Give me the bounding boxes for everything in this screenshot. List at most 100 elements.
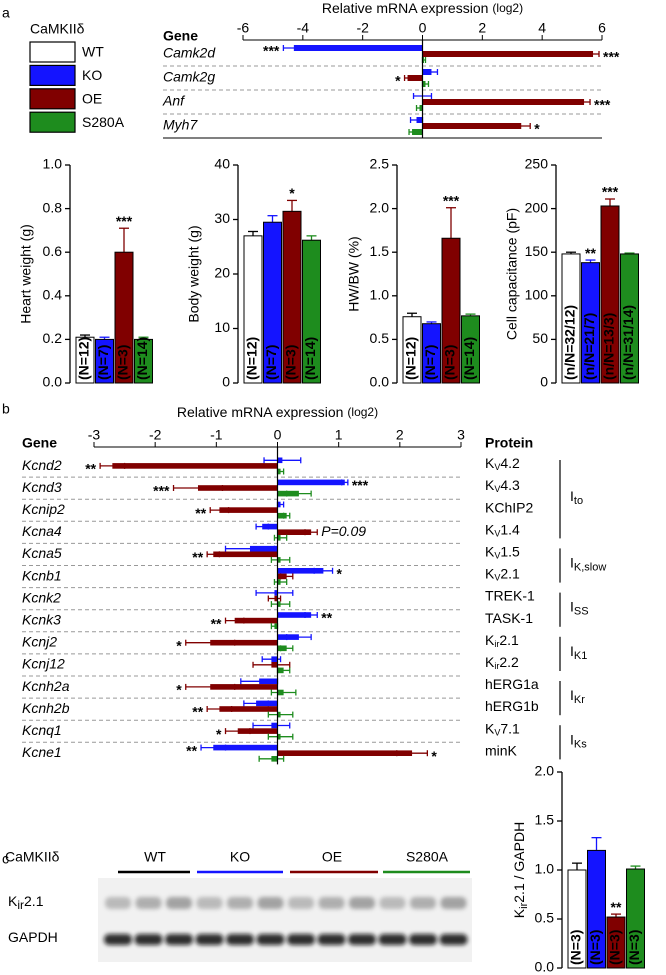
blot-band — [349, 897, 375, 909]
y-tick-label: 0.0 — [535, 959, 555, 975]
bar — [277, 529, 312, 535]
text-part: 2.1 — [499, 632, 519, 648]
lane-label: KO — [230, 849, 250, 865]
y-axis-title: Body weight (g) — [186, 225, 202, 322]
y-axis-title: HW/BW (%) — [346, 236, 362, 311]
x-tick-label: -1 — [210, 427, 223, 443]
bar — [243, 235, 263, 384]
gene-label: Kcna5 — [22, 545, 62, 561]
bar — [95, 338, 114, 384]
text-part: ir — [518, 902, 530, 908]
y-tick-label: 40 — [214, 156, 230, 172]
y-tick-label: 0.6 — [43, 243, 63, 259]
text-part: K — [485, 654, 495, 670]
text-part: ir — [494, 661, 499, 671]
y-tick-label: 0.5 — [370, 330, 390, 346]
blot-band — [135, 897, 162, 909]
legend-label: OE — [82, 91, 102, 107]
text-part: V — [494, 529, 500, 539]
n-label: (N=14) — [461, 337, 477, 380]
protein-label: hERG1b — [485, 698, 539, 714]
column-header: Protein — [485, 435, 533, 451]
blot-band — [166, 897, 192, 909]
column-header: Gene — [163, 28, 198, 44]
text-part: V — [494, 462, 500, 472]
legend-swatch — [29, 64, 76, 87]
n-label: (N=3) — [568, 930, 584, 965]
annotation: *** — [263, 43, 280, 59]
bar — [213, 744, 278, 751]
gene-label: Kcna4 — [22, 523, 62, 539]
y-tick-label: 10 — [214, 319, 230, 335]
bar — [422, 123, 522, 129]
bar — [262, 523, 278, 530]
bar — [441, 237, 461, 384]
gene-label: Kcnk3 — [22, 611, 61, 627]
text-part: to — [574, 495, 583, 507]
bar — [263, 221, 282, 384]
bar — [600, 205, 620, 384]
blot-band — [379, 897, 406, 909]
y-tick-label: 0.5 — [535, 910, 555, 926]
protein-label: KV4.3 — [485, 477, 520, 495]
text-part: I — [570, 643, 574, 659]
x-tick-label: 2 — [478, 20, 486, 36]
blot-band — [134, 934, 163, 945]
text-part: SS — [574, 606, 589, 618]
annotation: *** — [153, 483, 170, 499]
text-part: 1.5 — [500, 543, 520, 559]
bar — [277, 568, 324, 574]
text-part: 4.2 — [500, 455, 520, 471]
annotation: * — [176, 637, 182, 653]
y-tick-label: 0.8 — [43, 199, 63, 215]
annotation: * — [534, 121, 540, 137]
text-part: Kr — [574, 694, 585, 706]
panel-label: a — [2, 5, 10, 21]
protein-label: KV1.5 — [485, 543, 520, 561]
n-label: (N=12) — [244, 337, 260, 380]
y-tick-label: 1.5 — [535, 812, 555, 828]
text-part: V — [494, 573, 500, 583]
text-part: K,slow — [574, 561, 606, 573]
protein-label: KChIP2 — [485, 499, 533, 515]
blot-band — [104, 934, 132, 945]
gene-label: Anf — [162, 93, 186, 109]
y-axis-title: Heart weight (g) — [18, 224, 34, 324]
bar — [237, 728, 278, 734]
y-tick-label: 1.5 — [370, 243, 390, 259]
text-part: V — [494, 728, 500, 738]
annotation: P=0.09 — [321, 523, 366, 539]
y-axis-title: Cell capacitance (pF) — [504, 208, 520, 340]
bar — [293, 45, 423, 51]
text-part: minK — [485, 742, 518, 758]
y-tick-label: 0.2 — [43, 330, 63, 346]
bar — [422, 51, 594, 57]
blot-band — [195, 934, 224, 945]
bar — [282, 210, 302, 384]
bar — [626, 868, 645, 969]
annotation: ** — [611, 899, 622, 915]
gene-label: Kcnj12 — [22, 656, 65, 672]
text-part: I — [570, 731, 574, 747]
lane-label: OE — [322, 849, 342, 865]
annotation: * — [176, 682, 182, 698]
text-part: V — [494, 551, 500, 561]
annotation: *** — [603, 49, 620, 65]
lane-label: WT — [144, 849, 166, 865]
gene-label: Kcnq1 — [22, 722, 62, 738]
panel-label: c — [2, 851, 9, 867]
n-label: (n/N=13/3) — [601, 313, 617, 380]
annotation: ** — [585, 245, 596, 261]
legend-label: WT — [82, 44, 104, 60]
bar — [407, 75, 423, 81]
text-part: I — [570, 488, 574, 504]
text-part: 1.4 — [500, 521, 520, 537]
bar — [219, 507, 278, 513]
bar — [422, 99, 585, 105]
y-tick-label: 0 — [222, 374, 230, 390]
blot-band — [165, 934, 193, 945]
n-label: (N=3) — [115, 345, 131, 380]
text-part: GAPDH — [8, 929, 58, 945]
bar — [277, 512, 287, 519]
blot-band — [348, 934, 376, 945]
